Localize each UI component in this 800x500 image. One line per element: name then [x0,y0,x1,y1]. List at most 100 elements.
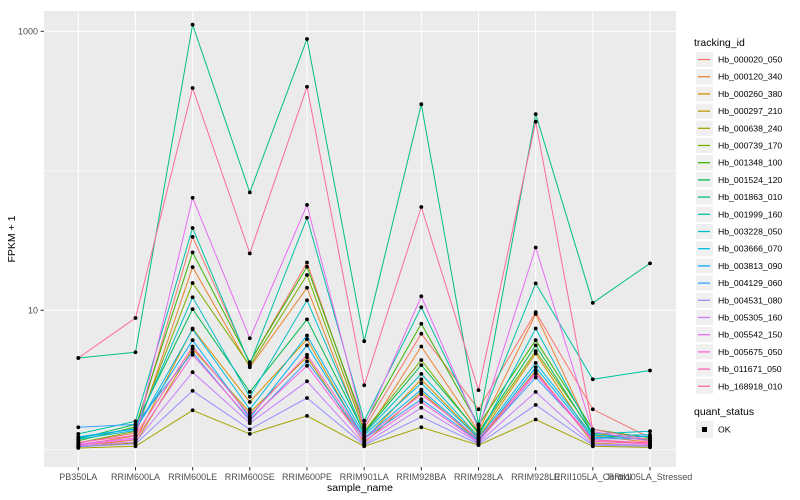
x-axis-title: sample_name [327,482,393,494]
data-point [247,407,252,412]
data-point [247,190,252,195]
legend-label: Hb_000120_340 [718,72,782,82]
data-point [419,205,424,209]
data-point [305,260,309,265]
x-tick-label: RRII105LA_Stressed [608,472,693,482]
legend-entry: Hb_001348_100 [696,155,782,171]
data-point [133,437,138,442]
data-point [190,281,195,285]
data-point [362,439,367,444]
ok-point-icon [702,427,707,432]
data-point [190,338,195,343]
data-point [190,195,195,200]
y-tick-label: 10 [28,305,38,315]
data-point [362,383,367,388]
data-point [305,343,309,348]
data-point [533,112,538,116]
data-point [76,434,81,439]
data-point [190,307,195,311]
data-point [190,295,195,300]
data-point [419,392,424,397]
data-point [305,379,309,384]
data-point [190,352,195,357]
data-point [362,425,367,429]
legend-label: Hb_003813_090 [718,261,782,271]
legend-entry: Hb_000638_240 [696,120,782,136]
legend-entry: Hb_011671_050 [696,361,782,377]
data-point [590,407,595,412]
data-point [133,350,138,355]
data-point [76,432,81,436]
data-point [305,273,309,277]
data-point [419,397,424,402]
legend-label: Hb_001863_010 [718,192,782,202]
data-point [133,422,138,427]
data-point [533,119,538,124]
data-point [533,343,538,348]
data-point [419,372,424,376]
data-point [648,437,652,442]
legend-entry: Hb_005305_160 [696,310,782,325]
legend-entry: Hb_000297_210 [696,103,782,119]
data-point [419,358,424,362]
data-point [305,203,309,207]
data-point [476,388,481,392]
data-point [419,400,424,404]
data-point [305,363,309,368]
data-point [247,432,252,436]
legend-label: Hb_001348_100 [718,158,782,168]
legend-entry: Hb_004531_080 [696,292,782,308]
legend-label: Hb_000638_240 [718,123,782,133]
legend-title-quant-status: quant_status [694,406,754,418]
data-point [190,370,195,375]
legend-entry: Hb_003228_050 [696,224,782,239]
data-point [648,261,652,266]
x-tick-label: RRIM928BA [396,472,446,482]
data-point [190,235,195,239]
legend-entry: Hb_168918_010 [696,378,782,394]
data-point [76,356,81,360]
data-point [247,427,252,432]
legend-label: Hb_000020_050 [718,55,782,65]
data-point [590,442,595,446]
data-point [247,413,252,418]
data-point [305,396,309,400]
data-point [133,316,138,320]
data-point [133,433,138,438]
data-point [247,410,252,415]
data-point [76,425,81,430]
legend-label: Hb_001524_120 [718,175,782,185]
data-point [476,440,481,444]
data-point [362,418,367,423]
legend-label: Hb_000739_170 [718,141,782,151]
legend-label: Hb_003666_070 [718,244,782,254]
data-point [305,215,309,220]
data-point [190,327,195,332]
legend-label: Hb_003228_050 [718,227,782,237]
x-tick-label: RRII105LA_Control [554,472,632,482]
data-point [305,317,309,322]
data-point [419,381,424,386]
data-point [305,264,309,269]
data-point [590,437,595,442]
data-point [419,425,424,430]
data-point [247,362,252,367]
plot-panel-layer: 1000 10 PB350LA RRIM600LA RRIM600LE RRIM600SE… [18,11,692,482]
data-point [648,429,652,434]
data-point [533,312,538,316]
data-point [533,281,538,286]
data-point [362,436,367,441]
data-point [247,421,252,426]
legend-label: Hb_005542_150 [718,330,782,340]
data-point [590,301,595,305]
data-point [533,361,538,365]
x-tick-label: RRIM928LA [454,472,503,482]
data-point [305,37,309,41]
data-point [190,250,195,255]
data-point [590,427,595,432]
legend-entry: Hb_001999_160 [696,206,782,222]
data-point [305,298,309,303]
data-point [190,22,195,27]
